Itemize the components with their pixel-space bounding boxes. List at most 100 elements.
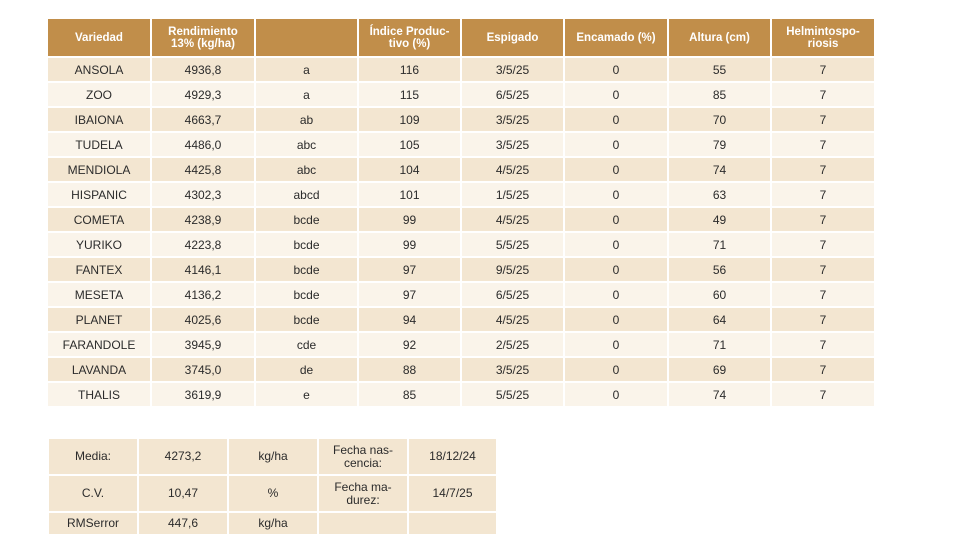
cv-unit: %: [227, 474, 319, 513]
cell-grupo: bcde: [255, 256, 359, 282]
cell-grupo: bcde: [255, 281, 359, 307]
cell-espigado: 5/5/25: [461, 231, 565, 257]
cell-rendimiento: 4146,1: [151, 256, 256, 282]
cell-altura: 55: [668, 56, 772, 82]
cell-helmintosporiosis: 7: [771, 156, 874, 182]
cell-encamado: 0: [564, 181, 669, 207]
cell-variedad: HISPANIC: [48, 181, 152, 207]
cell-grupo: bcde: [255, 231, 359, 257]
cell-encamado: 0: [564, 356, 669, 382]
cell-grupo: cde: [255, 331, 359, 357]
cell-altura: 74: [668, 156, 772, 182]
cell-grupo: a: [255, 56, 359, 82]
cell-grupo: abc: [255, 131, 359, 157]
cell-rendimiento: 4136,2: [151, 281, 256, 307]
cell-espigado: 3/5/25: [461, 131, 565, 157]
results-table: Variedad Rendimiento 13% (kg/ha) Índice …: [48, 19, 874, 406]
cell-indice: 97: [358, 256, 462, 282]
table-row: COMETA 4238,9 bcde 99 4/5/25 0 49 7: [48, 206, 874, 232]
cell-encamado: 0: [564, 231, 669, 257]
cell-variedad: PLANET: [48, 306, 152, 332]
table-row: ZOO 4929,3 a 115 6/5/25 0 85 7: [48, 81, 874, 107]
cell-indice: 105: [358, 131, 462, 157]
cell-rendimiento: 3945,9: [151, 331, 256, 357]
cell-rendimiento: 3619,9: [151, 381, 256, 406]
cell-helmintosporiosis: 7: [771, 106, 874, 132]
cell-indice: 109: [358, 106, 462, 132]
cell-helmintosporiosis: 7: [771, 131, 874, 157]
rmserror-label: RMSerror: [47, 511, 139, 536]
cell-helmintosporiosis: 7: [771, 181, 874, 207]
cell-espigado: 3/5/25: [461, 356, 565, 382]
cell-helmintosporiosis: 7: [771, 281, 874, 307]
cell-altura: 56: [668, 256, 772, 282]
cell-espigado: 3/5/25: [461, 56, 565, 82]
header-espigado: Espigado: [461, 19, 565, 57]
header-indice-productivo: Índice Produc- tivo (%): [358, 19, 462, 57]
cell-rendimiento: 3745,0: [151, 356, 256, 382]
cell-rendimiento: 4663,7: [151, 106, 256, 132]
header-altura: Altura (cm): [668, 19, 772, 57]
cell-encamado: 0: [564, 131, 669, 157]
cell-espigado: 9/5/25: [461, 256, 565, 282]
table-row: THALIS 3619,9 e 85 5/5/25 0 74 7: [48, 381, 874, 406]
cell-rendimiento: 4238,9: [151, 206, 256, 232]
cell-grupo: bcde: [255, 206, 359, 232]
media-unit: kg/ha: [227, 437, 319, 476]
cell-altura: 63: [668, 181, 772, 207]
fecha-madurez-label: Fecha ma- durez:: [317, 474, 409, 513]
cell-helmintosporiosis: 7: [771, 331, 874, 357]
cell-encamado: 0: [564, 256, 669, 282]
cell-espigado: 4/5/25: [461, 206, 565, 232]
header-rendimiento: Rendimiento 13% (kg/ha): [151, 19, 256, 57]
cell-variedad: TUDELA: [48, 131, 152, 157]
cell-altura: 69: [668, 356, 772, 382]
cell-altura: 70: [668, 106, 772, 132]
table-row: PLANET 4025,6 bcde 94 4/5/25 0 64 7: [48, 306, 874, 332]
cell-indice: 88: [358, 356, 462, 382]
table-row: FARANDOLE 3945,9 cde 92 2/5/25 0 71 7: [48, 331, 874, 357]
cell-encamado: 0: [564, 331, 669, 357]
table-row: ANSOLA 4936,8 a 116 3/5/25 0 55 7: [48, 56, 874, 82]
table-row: MESETA 4136,2 bcde 97 6/5/25 0 60 7: [48, 281, 874, 307]
cell-espigado: 5/5/25: [461, 381, 565, 406]
cell-rendimiento: 4425,8: [151, 156, 256, 182]
cell-encamado: 0: [564, 281, 669, 307]
cell-encamado: 0: [564, 306, 669, 332]
fecha-nascencia-value: 18/12/24: [407, 437, 498, 476]
table-row: LAVANDA 3745,0 de 88 3/5/25 0 69 7: [48, 356, 874, 382]
cell-rendimiento: 4025,6: [151, 306, 256, 332]
cell-altura: 71: [668, 231, 772, 257]
cell-helmintosporiosis: 7: [771, 56, 874, 82]
cell-encamado: 0: [564, 106, 669, 132]
cell-grupo: abc: [255, 156, 359, 182]
cell-altura: 49: [668, 206, 772, 232]
summary-table: Media: 4273,2 kg/ha Fecha nas- cencia: 1…: [47, 437, 498, 536]
empty-cell: [317, 511, 409, 536]
cv-label: C.V.: [47, 474, 139, 513]
summary-row-media: Media: 4273,2 kg/ha Fecha nas- cencia: 1…: [47, 437, 498, 476]
cell-espigado: 1/5/25: [461, 181, 565, 207]
header-encamado: Encamado (%): [564, 19, 669, 57]
cell-grupo: abcd: [255, 181, 359, 207]
cell-variedad: FARANDOLE: [48, 331, 152, 357]
header-significance-group: [255, 19, 359, 57]
fecha-nascencia-label: Fecha nas- cencia:: [317, 437, 409, 476]
cell-rendimiento: 4223,8: [151, 231, 256, 257]
table-row: TUDELA 4486,0 abc 105 3/5/25 0 79 7: [48, 131, 874, 157]
cell-indice: 99: [358, 206, 462, 232]
cell-variedad: MESETA: [48, 281, 152, 307]
cell-variedad: THALIS: [48, 381, 152, 406]
cell-espigado: 2/5/25: [461, 331, 565, 357]
cell-indice: 104: [358, 156, 462, 182]
cell-grupo: e: [255, 381, 359, 406]
cell-variedad: ANSOLA: [48, 56, 152, 82]
rmserror-unit: kg/ha: [227, 511, 319, 536]
media-label: Media:: [47, 437, 139, 476]
cell-indice: 101: [358, 181, 462, 207]
media-value: 4273,2: [137, 437, 229, 476]
cv-value: 10,47: [137, 474, 229, 513]
cell-helmintosporiosis: 7: [771, 231, 874, 257]
cell-encamado: 0: [564, 381, 669, 406]
cell-rendimiento: 4929,3: [151, 81, 256, 107]
